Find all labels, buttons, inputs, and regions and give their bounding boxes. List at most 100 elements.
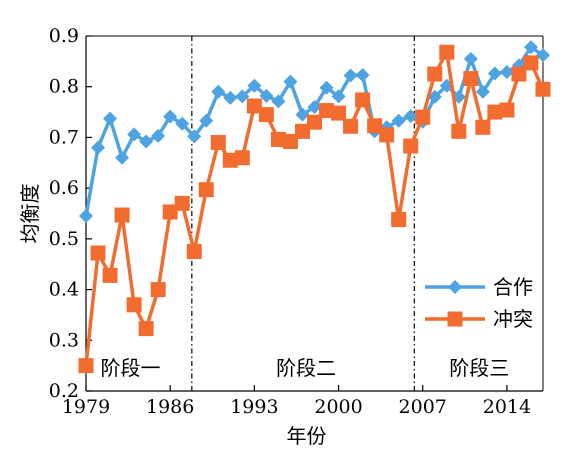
data-point-conflict [307,114,322,130]
data-point-cooperation [379,120,394,135]
data-point-cooperation [355,68,370,83]
data-point-conflict [367,118,383,134]
data-point-conflict [234,150,250,166]
data-point-cooperation [223,90,238,105]
data-point-conflict [78,358,94,374]
data-point-conflict [210,135,226,150]
data-point-cooperation [536,48,550,63]
data-point-cooperation [187,129,202,144]
phase-label: 阶段三 [449,356,509,380]
data-point-conflict [523,55,539,71]
legend-label-cooperation: 合作 [493,275,533,299]
data-point-conflict [114,207,130,223]
data-point-cooperation [403,109,418,124]
data-point-cooperation [487,66,502,81]
data-point-conflict [379,127,395,143]
x-ticks: 1979 1986 1993 2000 2007 2014 [62,385,531,418]
data-point-conflict [270,131,286,147]
phase-label: 阶段一 [100,356,160,380]
data-point-conflict [126,297,142,313]
data-point-conflict [451,123,467,139]
x-tick-label: 1979 [62,396,110,418]
data-point-cooperation [151,128,166,143]
y-axis-label: 均衡度 [18,184,42,244]
x-tick-label: 2000 [314,396,362,418]
data-point-conflict [331,105,347,121]
data-point-conflict [246,98,262,114]
data-point-conflict [391,212,407,228]
data-point-cooperation [199,113,214,128]
data-point-conflict [511,66,527,82]
data-point-conflict [475,119,491,135]
data-point-cooperation [127,127,142,142]
data-point-cooperation [235,89,250,104]
y-tick-label: 0.3 [49,329,79,351]
legend-label-conflict: 冲突 [493,307,533,331]
data-point-cooperation [475,84,490,99]
data-point-cooperation [463,51,478,66]
data-point-conflict [162,204,178,220]
data-point-conflict [198,182,214,198]
y-tick-label: 0.6 [49,177,79,199]
data-point-cooperation [307,100,322,114]
data-point-cooperation [115,150,130,165]
data-point-conflict [427,66,443,82]
data-point-conflict [487,104,503,120]
phase-dividers [191,36,415,391]
x-tick-label: 1986 [146,396,194,418]
data-point-cooperation [259,88,274,103]
data-point-conflict [355,92,371,108]
data-point-conflict [463,71,479,87]
data-point-conflict [258,107,274,123]
data-point-cooperation [103,111,118,126]
y-tick-label: 0.7 [49,126,79,148]
x-tick-label: 1993 [230,396,278,418]
data-point-conflict [535,81,551,97]
data-point-conflict [186,244,202,260]
y-tick-label: 0.2 [49,380,79,402]
data-point-conflict [282,133,298,149]
data-point-cooperation [163,109,178,124]
y-tick-label: 0.9 [49,25,79,47]
data-point-cooperation [319,80,334,95]
y-tick-label: 0.4 [49,279,79,301]
data-point-conflict [102,267,118,283]
data-point-conflict [150,282,166,298]
data-point-cooperation [175,116,190,131]
data-point-conflict [294,123,310,139]
data-point-conflict [319,103,335,119]
data-point-cooperation [499,65,514,80]
phase-label: 阶段二 [276,356,336,380]
data-point-cooperation [295,107,310,122]
data-point-conflict [415,109,431,125]
data-point-conflict [90,245,106,261]
phase-annotations: 阶段一 阶段二 阶段三 [100,356,509,380]
data-point-cooperation [271,94,286,109]
data-point-cooperation [331,89,346,104]
data-point-conflict [403,138,419,154]
legend-marker-cooperation [448,280,462,294]
data-point-conflict [439,44,455,60]
data-point-conflict [222,152,238,168]
data-point-conflict [499,102,515,118]
data-point-cooperation [139,134,154,149]
data-point-cooperation [211,84,226,99]
data-point-cooperation [343,68,358,83]
data-point-cooperation [523,40,538,55]
y-ticks: 0.2 0.3 0.4 0.5 0.6 0.7 0.8 0.9 [49,25,92,402]
legend-marker-conflict [447,311,463,327]
x-tick-label: 2007 [399,396,447,418]
data-point-cooperation [91,140,106,155]
data-point-conflict [343,118,359,134]
data-point-cooperation [247,78,262,93]
data-point-cooperation [283,74,298,89]
data-point-conflict [138,321,154,337]
y-tick-label: 0.5 [49,228,79,250]
data-point-cooperation [391,113,406,128]
data-point-conflict [174,195,190,211]
series-layer [78,40,551,374]
x-axis-label: 年份 [287,424,327,448]
x-tick-label: 2014 [483,396,531,418]
